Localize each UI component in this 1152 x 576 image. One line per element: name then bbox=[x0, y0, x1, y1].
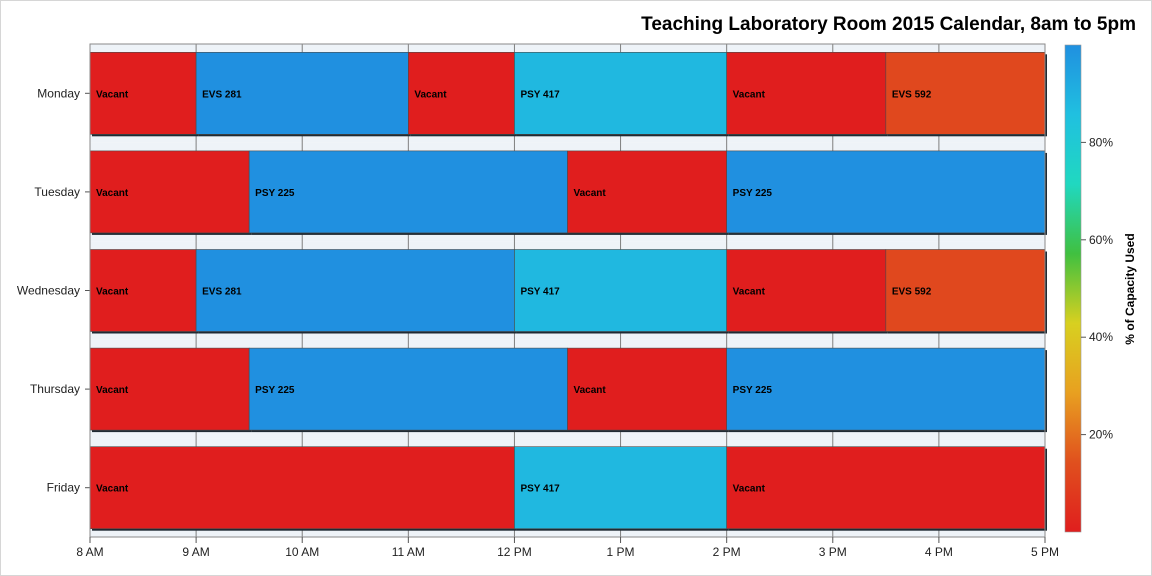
schedule-bar bbox=[726, 347, 1046, 431]
schedule-bar bbox=[89, 446, 515, 530]
x-tick-label: 5 PM bbox=[1031, 545, 1059, 559]
bar-label: EVS 281 bbox=[202, 287, 242, 298]
bar-label: Vacant bbox=[96, 89, 129, 100]
x-tick-label: 4 PM bbox=[925, 545, 953, 559]
schedule-bar bbox=[89, 51, 197, 135]
x-tick-label: 1 PM bbox=[607, 545, 635, 559]
bar-label: EVS 592 bbox=[892, 287, 932, 298]
y-tick-label: Wednesday bbox=[17, 284, 80, 298]
schedule-bar bbox=[89, 249, 197, 332]
y-tick-label: Tuesday bbox=[34, 185, 80, 199]
schedule-bar bbox=[195, 249, 515, 332]
x-tick-label: 3 PM bbox=[819, 545, 847, 559]
bar-label: PSY 225 bbox=[733, 385, 773, 396]
schedule-bar bbox=[514, 446, 727, 530]
bar-label: Vacant bbox=[414, 89, 447, 100]
bar-label: Vacant bbox=[733, 89, 766, 100]
bar-label: PSY 417 bbox=[520, 89, 560, 100]
bar-label: EVS 592 bbox=[892, 89, 932, 100]
bar-label: PSY 225 bbox=[255, 385, 295, 396]
schedule-bar bbox=[248, 347, 568, 431]
schedule-bar bbox=[567, 347, 727, 431]
colorbar-tick-label: 60% bbox=[1089, 233, 1113, 247]
colorbar bbox=[1064, 44, 1082, 533]
bar-label: Vacant bbox=[574, 188, 607, 199]
bar-label: Vacant bbox=[574, 385, 607, 396]
bar-label: PSY 417 bbox=[520, 484, 560, 495]
plot-border bbox=[89, 43, 1046, 538]
schedule-bar bbox=[885, 249, 1046, 332]
schedule-bar bbox=[726, 446, 1046, 530]
x-tick-label: 12 PM bbox=[497, 545, 532, 559]
schedule-bar bbox=[514, 51, 727, 135]
x-tick-label: 9 AM bbox=[182, 545, 209, 559]
bar-label: Vacant bbox=[96, 385, 129, 396]
bar-label: PSY 417 bbox=[520, 287, 560, 298]
bar-label: Vacant bbox=[733, 484, 766, 495]
schedule-bar bbox=[726, 150, 1046, 234]
schedule-bar bbox=[408, 51, 515, 135]
y-tick-label: Monday bbox=[37, 86, 80, 100]
bar-label: Vacant bbox=[96, 287, 129, 298]
x-tick-label: 11 AM bbox=[392, 545, 425, 559]
bar-label: Vacant bbox=[96, 484, 129, 495]
bar-label: EVS 281 bbox=[202, 89, 242, 100]
chart-title: Teaching Laboratory Room 2015 Calendar, … bbox=[641, 14, 1136, 35]
bar-label: PSY 225 bbox=[733, 188, 773, 199]
colorbar-label: % of Capacity Used bbox=[1123, 233, 1137, 344]
colorbar-tick-label: 40% bbox=[1089, 330, 1113, 344]
schedule-bar bbox=[514, 249, 727, 332]
x-tick-label: 8 AM bbox=[76, 545, 103, 559]
bar-label: Vacant bbox=[733, 287, 766, 298]
schedule-bar bbox=[885, 51, 1046, 135]
x-tick-label: 2 PM bbox=[713, 545, 741, 559]
colorbar-tick-label: 20% bbox=[1089, 428, 1113, 442]
bar-label: PSY 225 bbox=[255, 188, 295, 199]
schedule-bar bbox=[726, 249, 887, 332]
y-tick-label: Friday bbox=[47, 481, 80, 495]
schedule-bar bbox=[567, 150, 727, 234]
x-tick-label: 10 AM bbox=[285, 545, 319, 559]
y-tick-label: Thursday bbox=[30, 382, 80, 396]
schedule-bar bbox=[195, 51, 409, 135]
schedule-bar bbox=[248, 150, 568, 234]
schedule-bar bbox=[726, 51, 887, 135]
colorbar-tick-label: 80% bbox=[1089, 135, 1113, 149]
bar-label: Vacant bbox=[96, 188, 129, 199]
